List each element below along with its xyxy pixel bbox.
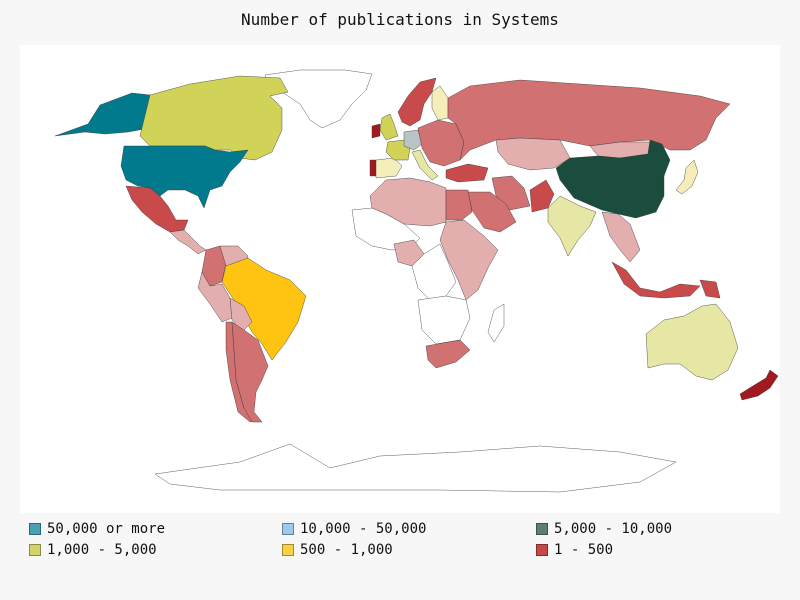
legend-swatch [282, 523, 294, 535]
legend-swatch [282, 544, 294, 556]
country-spain[interactable] [375, 157, 403, 179]
country-germany[interactable] [403, 129, 423, 151]
country-indonesia[interactable] [611, 261, 701, 299]
country-kazakhstan[interactable] [495, 137, 571, 171]
world-map [20, 45, 780, 513]
legend-swatch [536, 523, 548, 535]
country-saudi-arabia[interactable] [467, 191, 517, 233]
legend-swatch [29, 544, 41, 556]
country-ireland[interactable] [371, 123, 381, 139]
country-portugal[interactable] [369, 159, 377, 177]
country-bolivia[interactable] [229, 297, 253, 333]
legend-item-5000-10000: 5,000 - 10,000 [536, 521, 672, 537]
country-southern-africa[interactable] [417, 295, 471, 345]
country-italy[interactable] [411, 149, 439, 181]
country-new-zealand[interactable] [739, 369, 779, 401]
map-legend: 50,000 or more 10,000 - 50,000 5,000 - 1… [29, 521, 789, 565]
country-central-africa[interactable] [411, 243, 457, 301]
country-alaska[interactable] [54, 92, 151, 137]
legend-item-1000-5000: 1,000 - 5,000 [29, 542, 157, 558]
country-united-states[interactable] [120, 145, 249, 209]
legend-label: 500 - 1,000 [300, 542, 393, 558]
legend-item-50000-plus: 50,000 or more [29, 521, 165, 537]
country-madagascar[interactable] [487, 303, 505, 343]
country-east-africa[interactable] [439, 219, 499, 301]
country-argentina[interactable] [231, 321, 269, 423]
country-australia[interactable] [645, 303, 739, 381]
country-turkey[interactable] [445, 163, 489, 183]
legend-item-1-500: 1 - 500 [536, 542, 613, 558]
country-egypt[interactable] [445, 189, 473, 221]
legend-label: 1 - 500 [554, 542, 614, 558]
country-south-east-asia[interactable] [601, 211, 641, 263]
country-japan[interactable] [675, 159, 699, 195]
country-south-africa[interactable] [425, 339, 471, 369]
country-papua-new-guinea[interactable] [699, 279, 721, 299]
legend-label: 5,000 - 10,000 [554, 521, 673, 537]
map-title: Number of publications in Systems [241, 10, 559, 29]
country-pakistan[interactable] [529, 179, 555, 213]
world-map-svg [54, 69, 779, 493]
legend-swatch [29, 523, 41, 535]
country-scandinavia[interactable] [397, 77, 437, 127]
legend-swatch [536, 544, 548, 556]
legend-label: 10,000 - 50,000 [300, 521, 427, 537]
country-russia[interactable] [447, 79, 731, 161]
legend-label: 1,000 - 5,000 [47, 542, 157, 558]
country-central-america[interactable] [169, 229, 207, 255]
legend-label: 50,000 or more [47, 521, 166, 537]
country-united-kingdom[interactable] [379, 113, 399, 141]
country-china[interactable] [555, 139, 671, 219]
country-india[interactable] [547, 195, 597, 257]
country-antarctica[interactable] [154, 443, 677, 493]
country-finland[interactable] [431, 85, 449, 121]
legend-item-10000-50000: 10,000 - 50,000 [282, 521, 426, 537]
legend-item-500-1000: 500 - 1,000 [282, 542, 393, 558]
country-mexico[interactable] [125, 185, 189, 233]
